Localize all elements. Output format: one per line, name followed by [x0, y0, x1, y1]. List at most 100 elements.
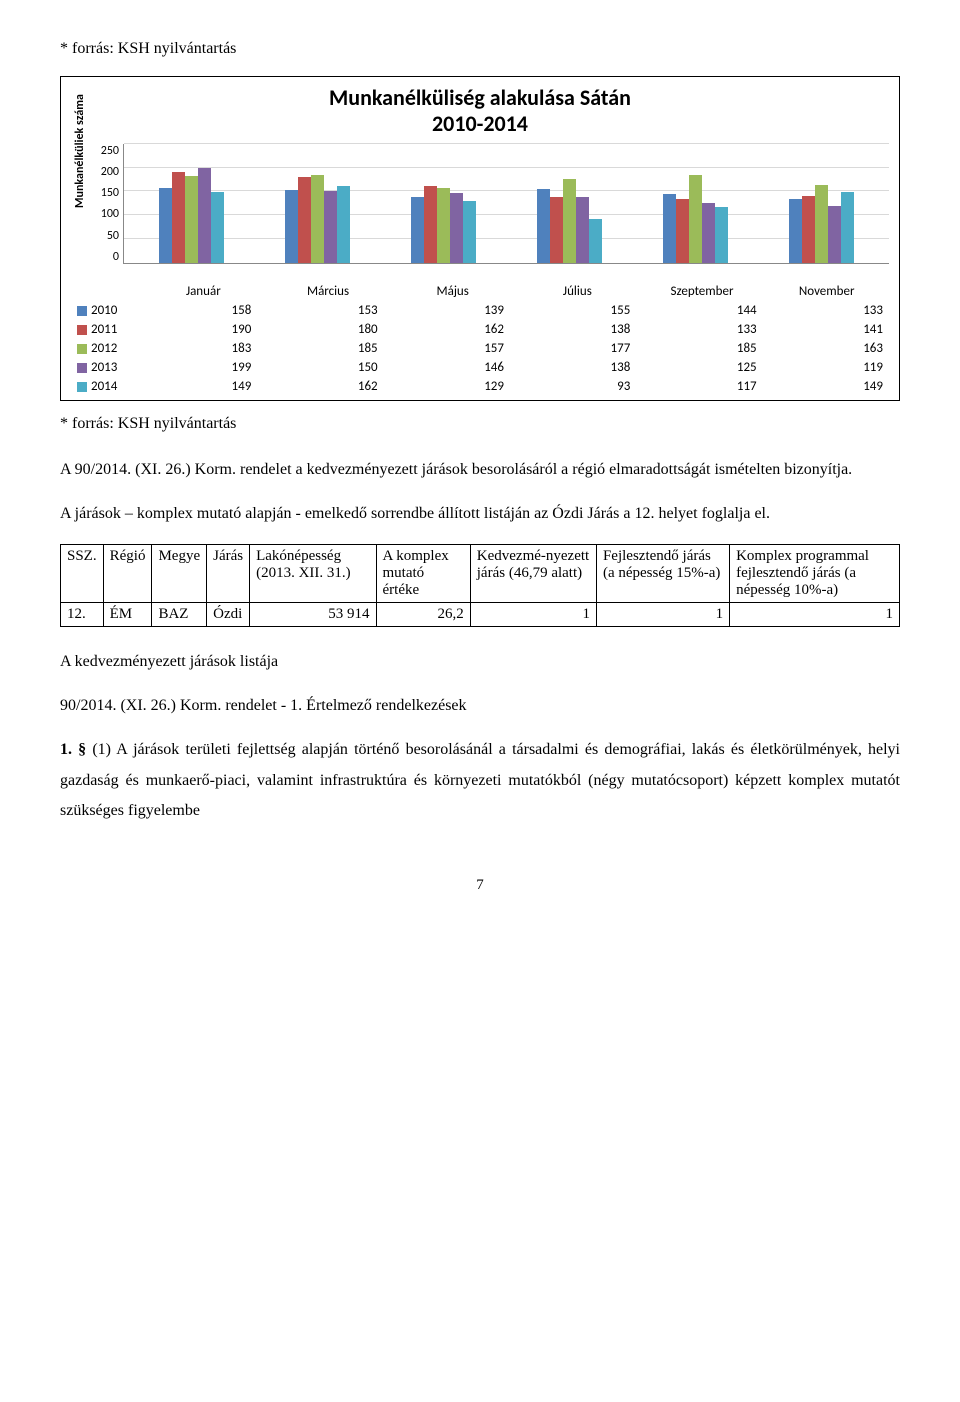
page-number: 7 [60, 877, 900, 894]
hdr-jaras: Járás [207, 544, 250, 602]
bar [437, 188, 450, 263]
ytick: 150 [101, 186, 119, 200]
xtick: November [764, 284, 889, 299]
legend-swatch [77, 344, 87, 354]
legend-swatch [77, 325, 87, 335]
cell-regio: ÉM [103, 602, 152, 626]
series-value: 199 [131, 358, 257, 377]
chart-data-table: 2010158153139155144133201119018016213813… [71, 301, 889, 396]
cell-kompprog: 1 [730, 602, 900, 626]
series-label: 2013 [71, 358, 131, 377]
bar [702, 203, 715, 263]
series-value: 162 [257, 377, 383, 396]
series-value: 157 [384, 339, 510, 358]
series-label: 2010 [71, 301, 131, 320]
bar [815, 185, 828, 263]
series-label: 2012 [71, 339, 131, 358]
hdr-lakon: Lakónépesség (2013. XII. 31.) [250, 544, 376, 602]
series-value: 93 [510, 377, 636, 396]
ytick: 250 [101, 144, 119, 158]
cell-ssz: 12. [61, 602, 104, 626]
bar [589, 219, 602, 263]
bar [311, 175, 324, 263]
series-value: 158 [131, 301, 257, 320]
hdr-ssz: SSZ. [61, 544, 104, 602]
district-table: SSZ. Régió Megye Járás Lakónépesség (201… [60, 544, 900, 627]
bar [298, 177, 311, 263]
bar-group [411, 144, 476, 263]
chart-title-line2: 2010-2014 [432, 110, 528, 137]
series-value: 139 [384, 301, 510, 320]
clause-lead: 1. § [60, 741, 92, 758]
series-value: 133 [636, 320, 762, 339]
bar [715, 207, 728, 263]
series-value: 129 [384, 377, 510, 396]
xtick: Július [515, 284, 640, 299]
xtick: Március [266, 284, 391, 299]
series-value: 133 [763, 301, 889, 320]
chart-title: Munkanélküliség alakulása Sátán 2010-201… [71, 85, 889, 138]
series-value: 138 [510, 358, 636, 377]
bar [185, 176, 198, 263]
bar [211, 192, 224, 263]
bar [172, 172, 185, 262]
series-label: 2011 [71, 320, 131, 339]
clause-body: (1) A járások területi fejlettség alapjá… [60, 741, 900, 819]
series-value: 190 [131, 320, 257, 339]
ytick: 50 [107, 229, 119, 243]
hdr-megye: Megye [152, 544, 207, 602]
series-value: 150 [257, 358, 383, 377]
decree-ref: A 90/2014. (XI. 26.) Korm. rendelet [60, 461, 296, 478]
ytick: 0 [113, 250, 119, 264]
legend-swatch [77, 306, 87, 316]
series-value: 163 [763, 339, 889, 358]
hdr-regio: Régió [103, 544, 152, 602]
bar [411, 197, 424, 263]
unemployment-chart: Munkanélküliség alakulása Sátán 2010-201… [60, 76, 900, 401]
bar [802, 196, 815, 263]
series-label: 2014 [71, 377, 131, 396]
bar [576, 197, 589, 263]
list-title: A kedvezményezett járások listája [60, 647, 900, 677]
series-value: 155 [510, 301, 636, 320]
bar [450, 193, 463, 262]
bar-group [789, 144, 854, 263]
cell-komplex: 26,2 [376, 602, 470, 626]
bar [424, 186, 437, 263]
regulation-ref: 90/2014. (XI. 26.) Korm. rendelet - 1. É… [60, 691, 900, 721]
chart-title-line1: Munkanélküliség alakulása Sátán [329, 84, 631, 111]
bar [463, 201, 476, 262]
cell-megye: BAZ [152, 602, 207, 626]
table-header-row: SSZ. Régió Megye Járás Lakónépesség (201… [61, 544, 900, 602]
bar [676, 199, 689, 262]
chart-data-row: 201414916212993117149 [71, 377, 889, 396]
series-value: 162 [384, 320, 510, 339]
xtick: Május [390, 284, 515, 299]
cell-kedv: 1 [470, 602, 596, 626]
series-value: 119 [763, 358, 889, 377]
series-value: 117 [636, 377, 762, 396]
bar-group [537, 144, 602, 263]
series-value: 149 [763, 377, 889, 396]
bar-group [285, 144, 350, 263]
chart-data-row: 2011190180162138133141 [71, 320, 889, 339]
clause-text: 1. § (1) A járások területi fejlettség a… [60, 735, 900, 826]
legend-swatch [77, 363, 87, 373]
bar [198, 168, 211, 263]
bar-group [159, 144, 224, 263]
source-note-top: * forrás: KSH nyilvántartás [60, 40, 900, 58]
hdr-komplex: A komplex mutató értéke [376, 544, 470, 602]
series-value: 177 [510, 339, 636, 358]
bar [285, 190, 298, 263]
bar [563, 179, 576, 263]
decree-desc: a kedvezményezett járások besorolásáról … [296, 461, 853, 478]
paragraph-ranking: A járások – komplex mutató alapján - eme… [60, 499, 900, 529]
bar [689, 175, 702, 263]
series-value: 144 [636, 301, 762, 320]
bar [663, 194, 676, 263]
legend-swatch [77, 382, 87, 392]
cell-jaras: Ózdi [207, 602, 250, 626]
series-value: 185 [636, 339, 762, 358]
ytick: 200 [101, 165, 119, 179]
paragraph-decree: A 90/2014. (XI. 26.) Korm. rendelet a ke… [60, 455, 900, 485]
